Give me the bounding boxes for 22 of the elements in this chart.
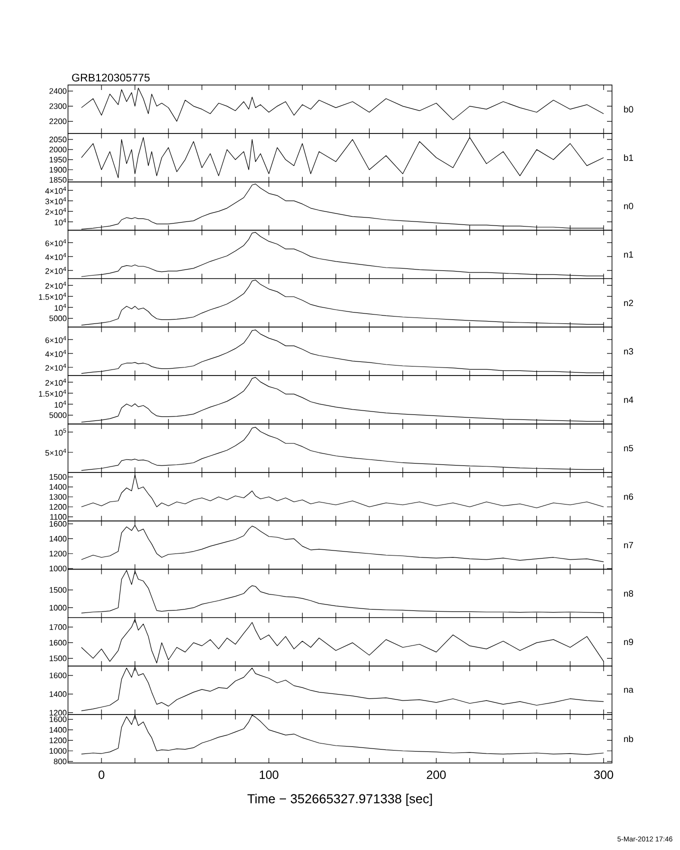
- text: n6: [624, 493, 634, 500]
- text: n3: [624, 348, 634, 355]
- text: n2: [624, 300, 634, 306]
- text: n8: [624, 590, 634, 597]
- text: n4: [624, 396, 634, 403]
- text: n1: [624, 251, 634, 258]
- x-tick-label: 300: [594, 770, 614, 779]
- text: nb: [624, 735, 634, 742]
- x-tick-label: 0: [98, 770, 104, 779]
- text: n5: [624, 445, 634, 452]
- line-series: [81, 88, 604, 122]
- text: n0: [624, 202, 634, 210]
- x-axis-title: Time − 352665327.971338 [sec]: [247, 794, 432, 806]
- text: n9: [624, 638, 634, 646]
- line-series: [81, 137, 604, 178]
- chart-title: GRB120305775: [72, 74, 150, 82]
- text: b0: [624, 106, 634, 112]
- text: na: [624, 688, 634, 693]
- text: b1: [624, 154, 634, 161]
- x-tick-label: 200: [426, 770, 446, 779]
- x-tick-label: 100: [260, 770, 278, 779]
- text: n7: [624, 542, 634, 548]
